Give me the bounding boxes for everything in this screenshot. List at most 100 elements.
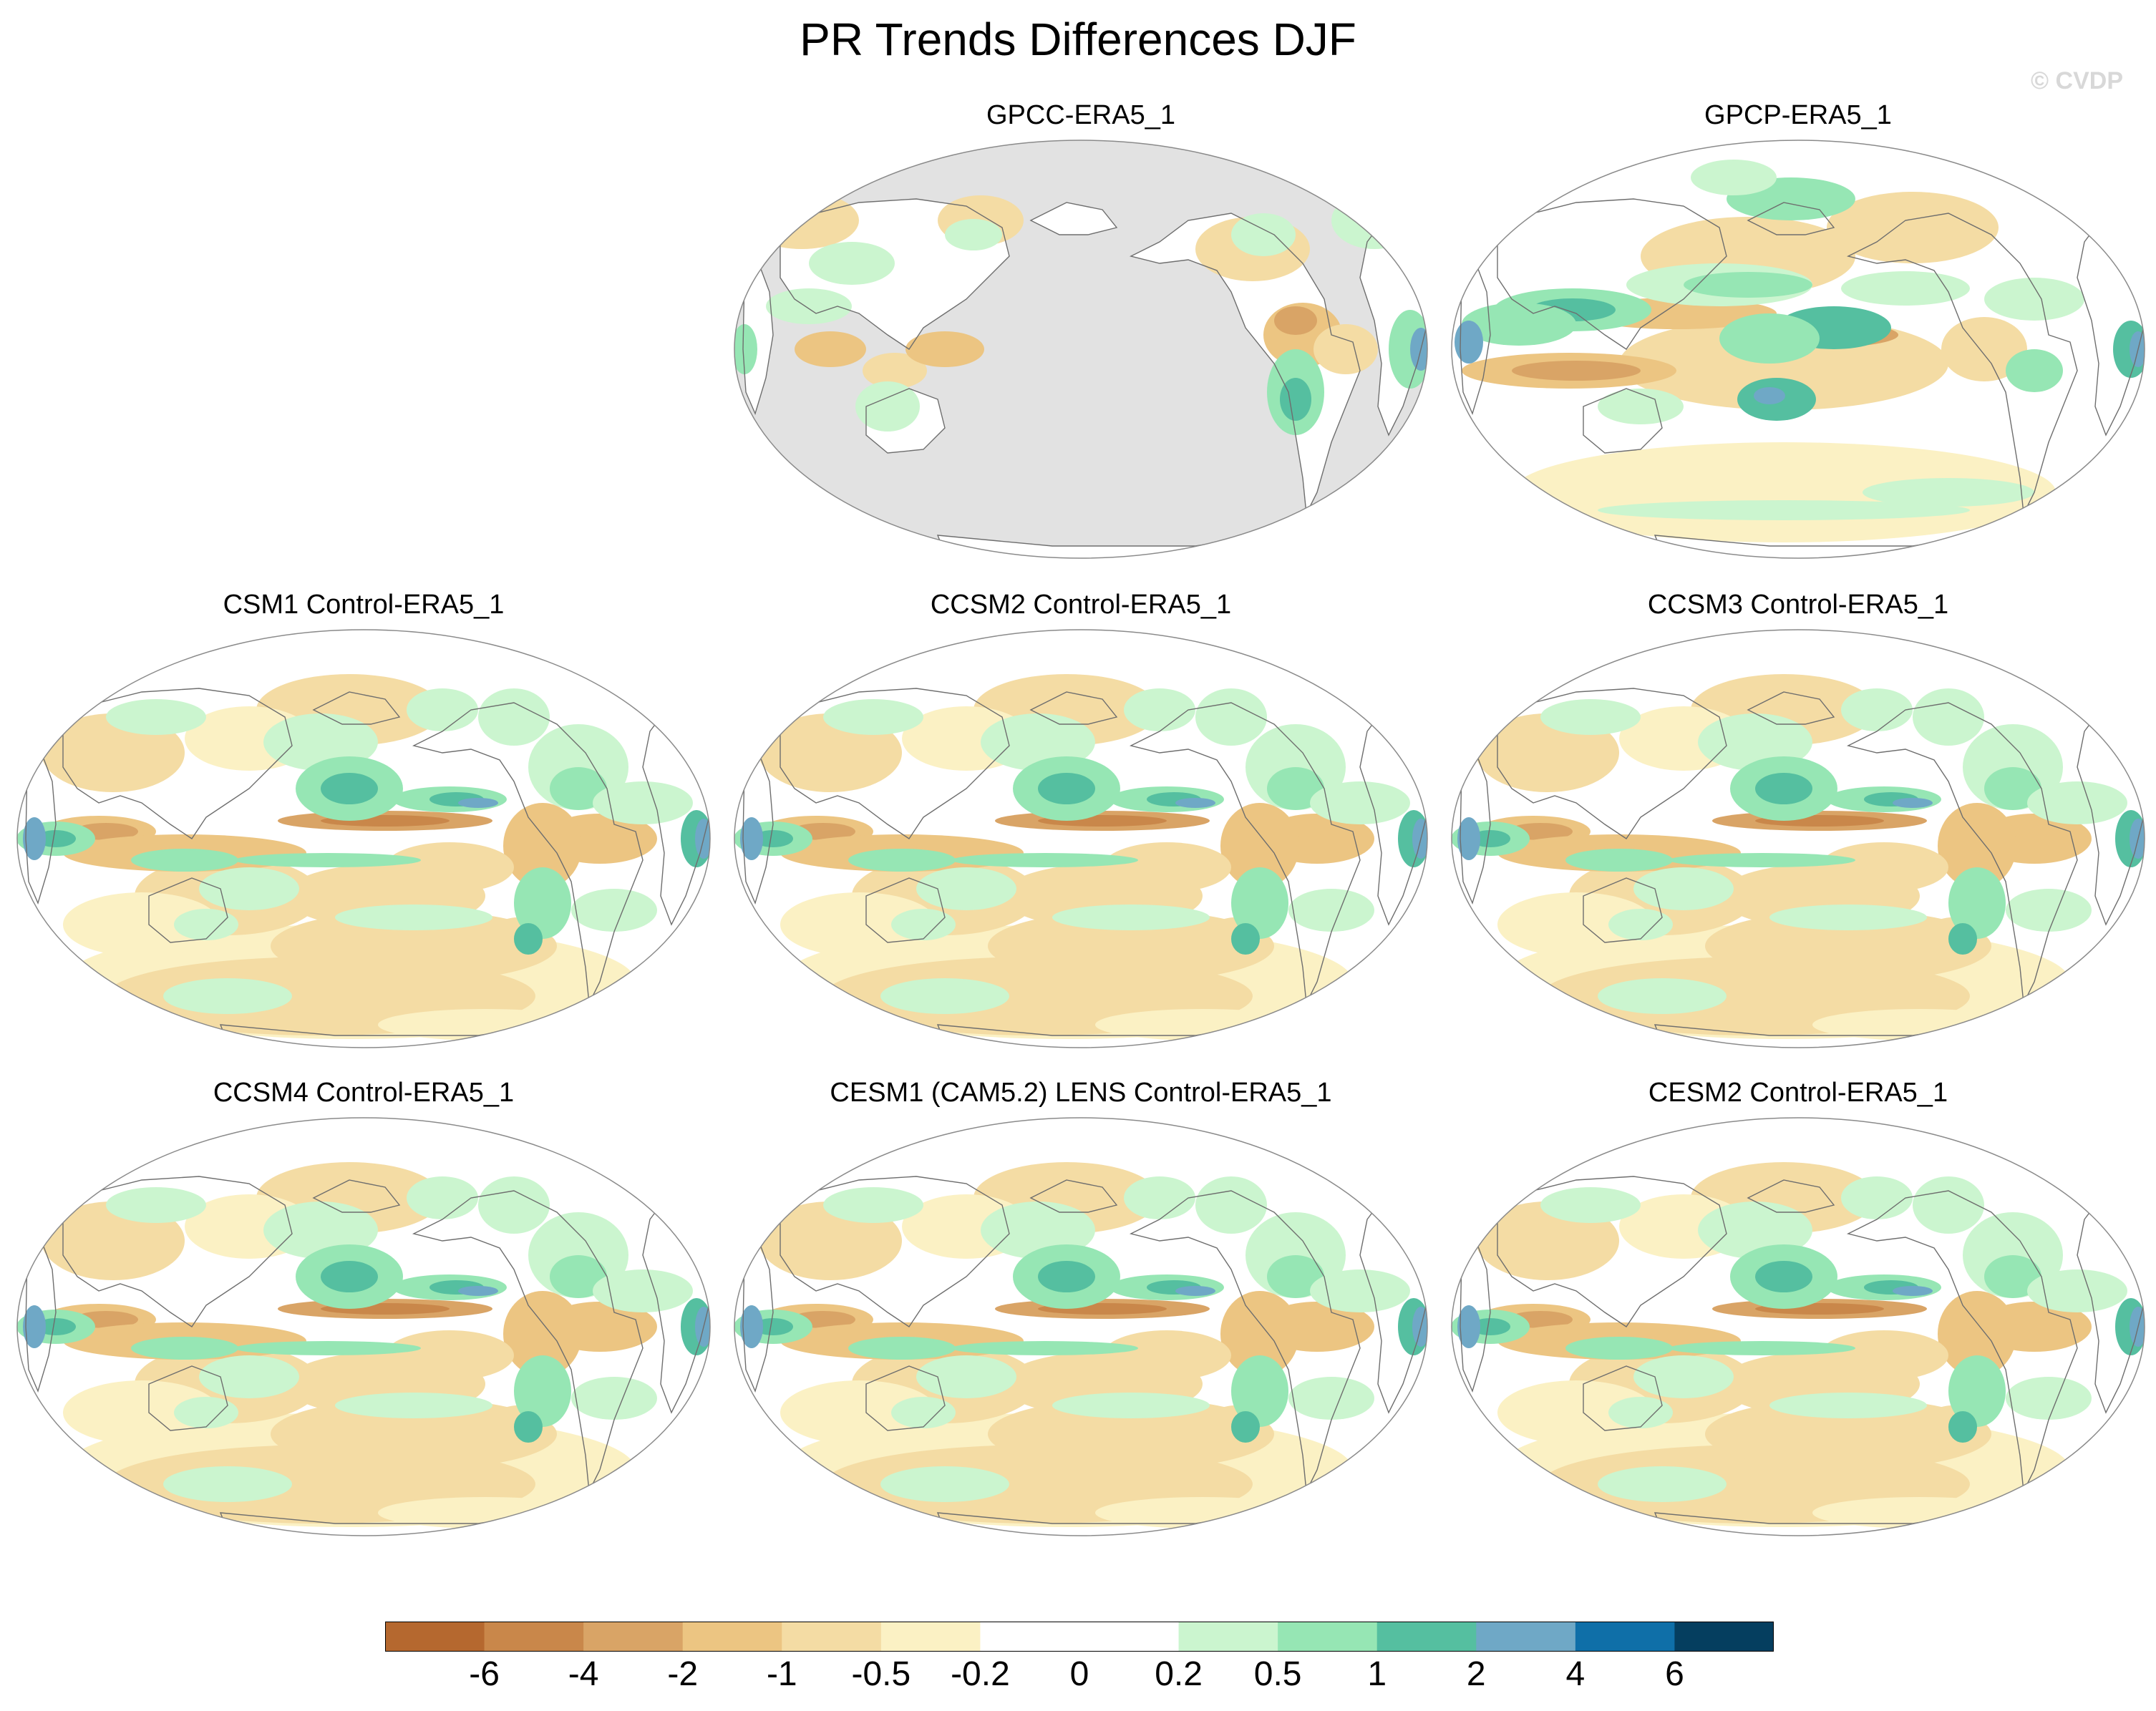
field-patch xyxy=(1893,1286,1933,1296)
coastline xyxy=(1497,688,1727,839)
field-patch xyxy=(1948,1355,2006,1427)
map-panel-ccsm4: CCSM4 Control-ERA5_1 xyxy=(13,1073,714,1541)
map-cesm2 xyxy=(1451,1117,2145,1536)
coastline xyxy=(1460,1239,1491,1393)
field-patch xyxy=(952,853,1138,867)
field-patch xyxy=(952,1341,1138,1355)
field-patch xyxy=(321,1261,378,1292)
map-panel-gpcp: GPCP-ERA5_1 xyxy=(1447,96,2149,564)
colorbar-tick-label: -6 xyxy=(469,1655,500,1693)
map-panel-csm1: CSM1 Control-ERA5_1 xyxy=(13,585,714,1053)
field-patch xyxy=(1705,1398,1991,1470)
field-patch xyxy=(744,192,859,249)
field-patch xyxy=(1938,803,2016,889)
coastline xyxy=(1583,388,1663,454)
coastline xyxy=(1846,1190,2078,1493)
colorbar-swatch xyxy=(1674,1622,1774,1652)
field-patch xyxy=(458,798,498,808)
map-panel-cesm1: CESM1 (CAM5.2) LENS Control-ERA5_1 xyxy=(730,1073,1432,1541)
field-patch xyxy=(880,978,1009,1014)
field-patch xyxy=(1288,1377,1374,1420)
field-patch xyxy=(1565,1337,1673,1360)
field-patch xyxy=(1893,798,1933,808)
coastline xyxy=(742,262,774,416)
field-patch xyxy=(740,817,763,860)
coastline xyxy=(1029,691,1118,725)
field-patch xyxy=(891,1397,956,1428)
field-patch xyxy=(809,242,895,285)
field-patch xyxy=(2006,889,2092,932)
map-outline xyxy=(16,629,711,1048)
field-patch xyxy=(1769,905,1927,930)
field-patch xyxy=(1598,500,1970,520)
panel-title: CSM1 Control-ERA5_1 xyxy=(223,590,505,620)
field-patch xyxy=(1052,905,1210,930)
field-patch xyxy=(1220,803,1299,889)
field-patch xyxy=(1540,699,1641,735)
field-patch xyxy=(1705,910,1991,982)
coastline xyxy=(865,388,946,454)
field-patch xyxy=(23,1305,46,1348)
cvdp-watermark: © CVDP xyxy=(2031,67,2123,94)
field-patch xyxy=(863,353,927,389)
field-patch xyxy=(571,1377,657,1420)
coastline xyxy=(2077,213,2145,437)
field-patch xyxy=(235,853,421,867)
field-patch xyxy=(63,892,220,957)
field-patch xyxy=(1457,817,1480,860)
colorbar-tick-label: -0.5 xyxy=(851,1655,911,1693)
map-outline xyxy=(1451,629,2145,1048)
field-patch xyxy=(1102,842,1231,892)
field-patch xyxy=(780,892,938,957)
colorbar-frame xyxy=(385,1622,1774,1652)
map-outline xyxy=(1451,1117,2145,1536)
field-patch xyxy=(106,1187,206,1223)
panel-title: CCSM4 Control-ERA5_1 xyxy=(213,1078,515,1108)
field-patch xyxy=(1598,1466,1727,1502)
field-patch xyxy=(571,889,657,932)
field-patch xyxy=(795,331,866,367)
field-patch xyxy=(1598,978,1727,1014)
colorbar-swatch xyxy=(1278,1622,1378,1652)
field-patch xyxy=(1841,1176,1913,1219)
field-patch xyxy=(1231,923,1260,955)
field-patch xyxy=(1598,389,1684,424)
field-patch xyxy=(36,1318,76,1335)
field-patch xyxy=(1310,781,1410,824)
field-patch xyxy=(503,1291,582,1377)
coastline xyxy=(742,1239,774,1393)
colorbar-labels: -6 -4 -2 -1 -0.5 -0.2 0 0.2 0.5 1 2 4 6 xyxy=(385,1654,1774,1705)
map-cesm1 xyxy=(734,1117,1428,1536)
field-patch xyxy=(235,1341,421,1355)
field-patch xyxy=(1841,271,1970,306)
field-patch xyxy=(780,1380,938,1445)
field-patch xyxy=(593,781,693,824)
colorbar-tick-label: -1 xyxy=(766,1655,797,1693)
field-patch xyxy=(385,842,514,892)
field-patch xyxy=(458,1286,498,1296)
colorbar-tick-label: 0.5 xyxy=(1253,1655,1302,1693)
field-patch xyxy=(593,1269,693,1312)
field-patch xyxy=(1984,767,2041,810)
field-patch xyxy=(1497,1380,1655,1445)
field-patch xyxy=(478,688,550,746)
coastline xyxy=(642,1190,710,1414)
field-patch xyxy=(321,773,378,804)
field-patch xyxy=(1457,1305,1480,1348)
field-patch xyxy=(36,830,76,847)
field-patch xyxy=(1038,773,1095,804)
field-patch xyxy=(1820,842,1948,892)
coastline xyxy=(1129,213,1361,516)
field-patch xyxy=(1470,830,1510,847)
coastline xyxy=(25,751,57,905)
coastline xyxy=(1460,262,1491,416)
field-patch xyxy=(199,867,299,910)
field-patch xyxy=(823,1187,923,1223)
field-patch xyxy=(1608,1397,1673,1428)
map-panel-ccsm2: CCSM2 Control-ERA5_1 xyxy=(730,585,1432,1053)
coastline xyxy=(148,1365,228,1431)
coastline xyxy=(1460,751,1491,905)
field-patch xyxy=(1280,378,1311,421)
panel-title: CCSM3 Control-ERA5_1 xyxy=(1647,590,1949,620)
colorbar-swatch xyxy=(1476,1622,1576,1652)
